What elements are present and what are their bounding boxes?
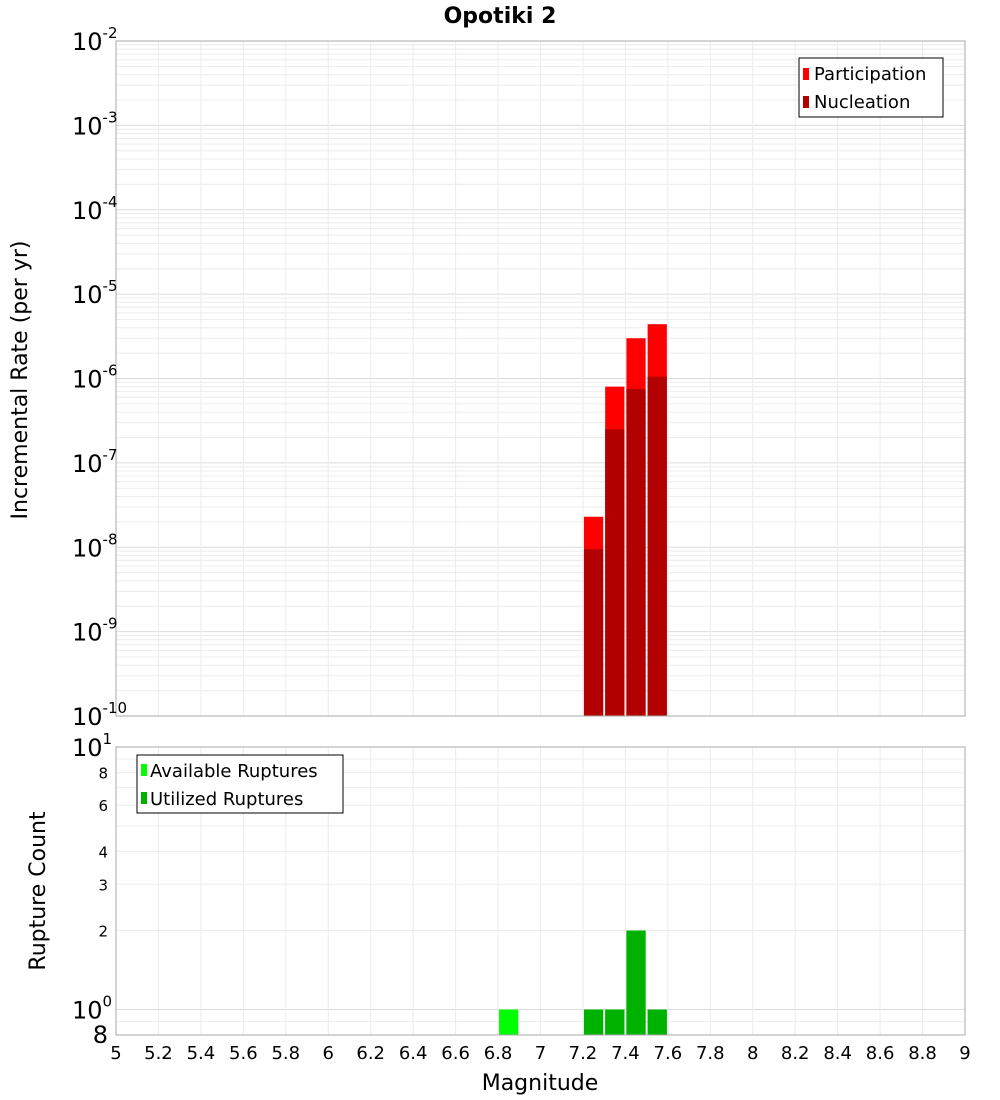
x-axis-label: Magnitude	[482, 1071, 599, 1096]
x-ticks: 5 5.2 5.4 5.6 5.8 6 6.2 6.4 6.6 6.8 7 7.2 7.4 7.6 7.8 8…	[110, 1043, 970, 1064]
top-plot-border	[115, 40, 966, 717]
top-y-tick-label: 10-6	[72, 362, 118, 394]
nucleation-bar	[626, 389, 646, 716]
legend-swatch-utilized	[141, 792, 147, 804]
x-tick-label: 8.4	[823, 1043, 852, 1064]
top-y-tick-label: 10-2	[72, 24, 118, 56]
legend-label-participation: Participation	[814, 64, 926, 85]
bottom-legend: Available Ruptures Utilized Ruptures	[136, 754, 344, 814]
bottom-y-tick-label: 101	[72, 730, 112, 762]
x-tick-label: 7.4	[611, 1043, 640, 1064]
top-y-tick-label: 10-8	[72, 530, 118, 562]
x-tick-label: 7	[535, 1043, 546, 1064]
legend-label-utilized: Utilized Ruptures	[150, 789, 303, 810]
x-tick-label: 5.6	[229, 1043, 258, 1064]
top-grid	[115, 40, 966, 717]
legend-swatch-participation	[803, 68, 809, 80]
utilized-ruptures-bar	[647, 1009, 667, 1035]
bottom-y-axis-label: Rupture Count	[26, 811, 51, 971]
x-tick-label: 7.8	[696, 1043, 725, 1064]
top-y-tick-label: 10-9	[72, 615, 118, 647]
top-y-tick-label: 10-7	[72, 446, 118, 478]
x-tick-label: 8	[747, 1043, 758, 1064]
bottom-y-tick-label: 8	[93, 1021, 108, 1049]
nucleation-bar	[583, 549, 604, 716]
top-y-tick-label: 10-5	[72, 277, 118, 309]
x-tick-label: 6	[323, 1043, 334, 1064]
available-ruptures-bar	[499, 1009, 519, 1035]
top-y-tick-label: 10-10	[72, 699, 127, 731]
top-y-tick-label: 10-4	[72, 193, 118, 225]
top-y-tick-label: 10-3	[72, 108, 118, 140]
top-legend-box	[798, 57, 944, 118]
top-plot: 10-2 10-3 10-4 10-5 10-6 10-7 10-8 10-9 10-10 In…	[8, 24, 966, 731]
bottom-y-tick-label: 2	[98, 923, 108, 941]
utilized-ruptures-bar	[583, 1009, 604, 1035]
nucleation-bar	[605, 429, 625, 716]
x-tick-label: 7.2	[569, 1043, 598, 1064]
bottom-y-tick-label: 100	[72, 993, 112, 1025]
bottom-y-tick-label: 4	[98, 843, 108, 861]
utilized-ruptures-bar	[605, 1009, 625, 1035]
bottom-y-tick-label: 8	[98, 764, 108, 782]
nucleation-bar	[647, 376, 667, 716]
bottom-plot-border	[115, 746, 966, 1036]
x-tick-label: 5.8	[271, 1043, 300, 1064]
bottom-y-tick-label: 3	[98, 876, 108, 894]
x-tick-label: 5.4	[187, 1043, 216, 1064]
top-y-axis-label: Incremental Rate (per yr)	[8, 241, 33, 520]
x-tick-label: 8.2	[781, 1043, 810, 1064]
bottom-bars	[499, 930, 667, 1035]
top-legend: Participation Nucleation	[798, 57, 944, 118]
x-tick-label: 5.2	[144, 1043, 173, 1064]
x-tick-label: 6.8	[484, 1043, 513, 1064]
x-tick-label: 6.2	[356, 1043, 385, 1064]
legend-swatch-available	[141, 764, 147, 776]
x-tick-label: 7.6	[654, 1043, 683, 1064]
x-tick-label: 9	[959, 1043, 970, 1064]
bottom-legend-box	[136, 754, 344, 814]
utilized-ruptures-bar	[626, 930, 646, 1035]
legend-label-available: Available Ruptures	[150, 761, 318, 782]
x-tick-label: 6.4	[399, 1043, 428, 1064]
x-tick-label: 8.6	[866, 1043, 895, 1064]
x-tick-label: 5	[110, 1043, 121, 1064]
top-bars	[583, 324, 667, 716]
chart-title: Opotiki 2	[444, 4, 557, 29]
x-tick-label: 8.8	[908, 1043, 937, 1064]
x-tick-label: 6.6	[441, 1043, 470, 1064]
legend-label-nucleation: Nucleation	[814, 92, 910, 113]
bottom-y-tick-label: 6	[98, 797, 108, 815]
legend-swatch-nucleation	[803, 96, 809, 108]
